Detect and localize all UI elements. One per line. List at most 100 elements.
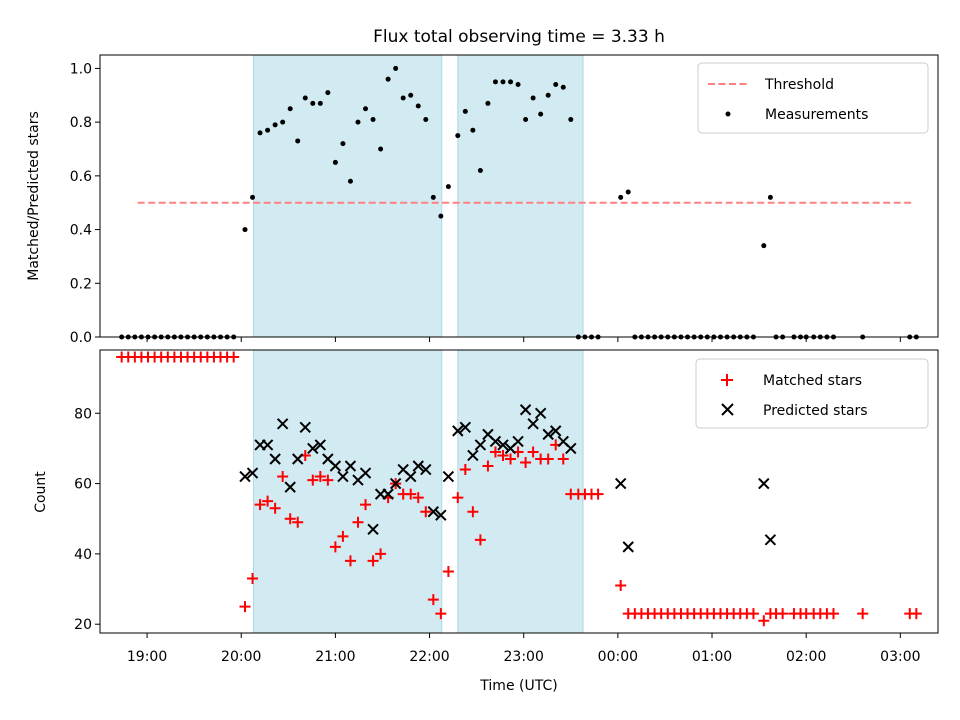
matched-star-point — [322, 474, 334, 486]
measurement-point — [265, 127, 271, 133]
measurement-point — [317, 100, 323, 106]
matched-star-point — [412, 492, 424, 504]
measurement-point — [280, 119, 286, 125]
top-legend: Threshold Measurements — [697, 62, 929, 134]
matched-star-point — [314, 471, 326, 483]
predicted-star-point — [452, 425, 464, 437]
measurement-point — [325, 90, 331, 96]
predicted-star-point — [497, 439, 509, 451]
x-tick-label: 19:00 — [127, 649, 167, 665]
measurement-point — [560, 84, 566, 90]
bottom-shaded-interval-1 — [457, 350, 584, 633]
x-axis-label: Time (UTC) — [479, 678, 557, 694]
predicted-star-point — [314, 439, 327, 451]
predicted-star-point — [435, 509, 447, 521]
legend-measurements-label: Measurements — [765, 107, 868, 123]
predicted-star-point — [442, 470, 455, 483]
measurement-point — [618, 194, 624, 200]
top-legend-box — [697, 62, 929, 134]
matched-star-point — [592, 488, 604, 500]
matched-star-point — [269, 502, 281, 514]
matched-star-point — [497, 449, 509, 461]
measurement-point — [545, 92, 551, 98]
matched-star-point — [777, 608, 789, 620]
measurement-point — [295, 138, 301, 144]
predicted-star-point — [284, 481, 296, 493]
matched-star-point — [557, 453, 569, 465]
predicted-star-point — [459, 421, 472, 434]
matched-star-point — [375, 548, 387, 560]
matched-star-point — [284, 513, 296, 525]
chart-title: Flux total observing time = 3.33 h — [373, 27, 665, 47]
measurement-point — [250, 194, 256, 200]
measurement-point — [438, 213, 444, 219]
matched-star-point — [239, 601, 251, 613]
matched-star-point — [228, 351, 240, 363]
matched-star-point — [344, 555, 356, 567]
measurement-point — [423, 116, 429, 122]
measurement-point — [508, 79, 514, 85]
matched-star-point — [827, 608, 839, 620]
predicted-star-point — [427, 506, 440, 518]
measurement-point — [538, 111, 544, 117]
matched-star-point — [405, 488, 417, 500]
predicted-star-point — [344, 460, 357, 472]
matched-star-point — [352, 516, 364, 528]
measurement-point — [378, 146, 384, 152]
measurement-point — [340, 141, 346, 147]
predicted-star-point — [359, 467, 372, 479]
predicted-star-point — [329, 460, 342, 472]
matched-star-point — [474, 534, 486, 546]
predicted-star-point — [467, 449, 479, 462]
measurement-point — [530, 95, 536, 101]
matched-star-point — [857, 608, 869, 620]
x-tick-label: 01:00 — [692, 649, 732, 665]
measurement-point — [625, 189, 631, 195]
measurement-point — [515, 82, 521, 88]
matched-star-point — [452, 492, 464, 504]
measurement-point — [370, 116, 376, 122]
bottom-y-tick-label: 40 — [74, 547, 92, 563]
predicted-star-point — [622, 541, 634, 553]
measurement-point — [767, 194, 773, 200]
predicted-star-point — [534, 407, 547, 419]
bottom-y-tick-label: 60 — [74, 477, 92, 493]
predicted-star-point — [299, 421, 311, 434]
predicted-star-point — [307, 442, 319, 455]
matched-star-point — [459, 464, 471, 476]
predicted-star-point — [420, 463, 432, 476]
matched-star-point — [360, 499, 372, 511]
matched-star-point — [337, 530, 349, 542]
measurement-point — [347, 178, 353, 184]
predicted-star-point — [412, 460, 424, 472]
legend-threshold-label: Threshold — [764, 77, 834, 93]
measurement-point — [477, 167, 483, 173]
predicted-star-point — [276, 418, 289, 430]
predicted-star-point — [337, 470, 349, 483]
matched-star-point — [758, 615, 770, 627]
top-shaded-interval-0 — [253, 55, 442, 337]
measurement-point — [492, 79, 498, 85]
measurement-point — [257, 130, 263, 136]
matched-star-point — [615, 580, 627, 592]
measurement-point — [430, 194, 436, 200]
predicted-star-point — [382, 488, 394, 500]
top-y-tick-label: 1.0 — [70, 61, 92, 77]
matched-star-point — [489, 446, 501, 458]
predicted-star-point — [512, 435, 524, 448]
top-y-tick-label: 0.6 — [70, 169, 92, 185]
measurement-point — [445, 184, 451, 190]
x-tick-label: 03:00 — [880, 649, 920, 665]
predicted-star-point — [474, 439, 487, 451]
matched-star-point — [427, 594, 439, 606]
legend-measurements-swatch — [725, 111, 731, 117]
matched-star-point — [747, 608, 759, 620]
matched-star-point — [307, 474, 319, 486]
top-axes-frame — [99, 54, 939, 338]
x-tick-label: 02:00 — [786, 649, 826, 665]
predicted-star-point — [764, 534, 777, 546]
bottom-shaded-interval-0 — [253, 350, 442, 633]
measurement-point — [553, 82, 559, 88]
measurement-point — [385, 76, 391, 82]
measurement-point — [393, 65, 399, 71]
